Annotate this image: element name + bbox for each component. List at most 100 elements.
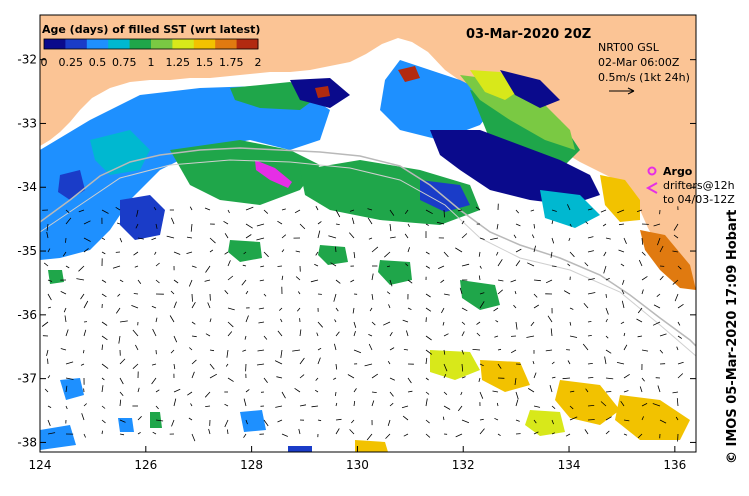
current-vector: [569, 321, 572, 326]
current-vector: [515, 391, 519, 400]
colorbar-swatch: [44, 39, 66, 49]
current-vector: [497, 279, 504, 282]
current-vector: [62, 251, 67, 257]
current-vector: [551, 361, 555, 365]
current-vector: [245, 206, 254, 211]
colorbar-swatch: [65, 39, 88, 49]
current-vector: [461, 233, 468, 239]
current-vector: [659, 275, 664, 281]
current-vector: [496, 223, 499, 230]
current-vector: [41, 321, 49, 327]
current-vector: [205, 333, 211, 337]
current-vector: [641, 289, 644, 295]
current-vector: [636, 318, 643, 323]
current-vector: [425, 223, 429, 226]
current-vector: [131, 305, 139, 309]
current-vector: [673, 234, 679, 239]
current-vector: [547, 315, 553, 323]
current-vector: [515, 223, 521, 227]
current-vector: [209, 363, 215, 370]
current-vector: [402, 319, 409, 323]
current-vector: [47, 419, 51, 426]
current-vector: [281, 433, 288, 437]
current-vector: [191, 433, 196, 442]
current-vector: [514, 290, 517, 295]
current-vector: [101, 430, 103, 435]
current-vector: [47, 405, 52, 408]
current-vector: [605, 391, 612, 393]
current-vector: [101, 335, 108, 341]
current-vector: [602, 223, 607, 227]
current-vector: [605, 318, 608, 323]
current-vector: [277, 330, 283, 337]
current-vector: [64, 315, 67, 323]
current-vector: [173, 398, 177, 407]
current-vector: [60, 291, 67, 295]
current-vector: [587, 377, 594, 379]
current-vector: [404, 233, 409, 239]
current-vector: [673, 223, 679, 231]
current-vector: [191, 321, 196, 325]
current-vector: [47, 293, 52, 301]
current-vector: [461, 349, 464, 355]
current-vector: [317, 419, 322, 422]
current-vector: [641, 251, 646, 256]
x-tick-label: 124: [29, 458, 52, 472]
current-vector: [497, 259, 503, 267]
current-vector: [295, 250, 301, 253]
current-vector: [245, 389, 250, 393]
current-vector: [135, 344, 139, 351]
current-vector: [562, 377, 571, 380]
current-vector: [637, 433, 643, 439]
current-vector: [46, 231, 49, 239]
x-axis: 124 126 128 130 132 134 136: [29, 446, 686, 472]
current-vector: [353, 400, 356, 407]
current-vector: [132, 363, 139, 369]
current-vector: [551, 265, 557, 267]
current-vector: [368, 237, 373, 240]
current-vector: [101, 237, 106, 241]
current-vector: [83, 220, 91, 225]
current-vector: [263, 335, 268, 340]
current-vector: [677, 361, 684, 365]
current-vector: [65, 329, 69, 337]
current-vector: [65, 217, 72, 225]
current-vector: [243, 251, 247, 255]
current-vector: [347, 374, 355, 379]
current-vector: [151, 237, 157, 241]
current-vector: [335, 428, 340, 435]
current-vector: [101, 377, 105, 381]
current-vector: [65, 361, 74, 365]
current-vector: [526, 335, 535, 338]
current-vector: [209, 373, 217, 379]
current-vector: [585, 388, 589, 393]
current-vector: [116, 222, 121, 225]
current-vector: [623, 419, 630, 422]
argo-marker-icon: [647, 166, 657, 176]
current-vector: [545, 279, 553, 284]
current-vector: [155, 317, 158, 323]
current-vector: [388, 304, 391, 309]
current-vector: [153, 206, 157, 211]
current-vector: [461, 331, 465, 337]
current-vector: [65, 405, 68, 410]
current-vector: [479, 265, 482, 269]
current-vector: [297, 291, 301, 295]
drifter-marker-icon: [645, 182, 658, 194]
current-vector: [404, 209, 409, 215]
current-vector: [263, 251, 269, 258]
current-vector: [151, 305, 157, 309]
current-vector: [403, 433, 409, 437]
current-vector: [605, 430, 610, 435]
current-vector: [60, 348, 67, 351]
current-vector: [245, 315, 249, 323]
current-vector: [443, 391, 448, 395]
current-vector: [371, 373, 379, 379]
current-vector: [587, 405, 595, 407]
current-vector: [311, 405, 319, 408]
current-vector: [155, 389, 160, 393]
current-vector: [569, 405, 574, 410]
current-vector: [43, 262, 49, 267]
current-vector: [657, 237, 661, 246]
current-vector: [279, 307, 283, 311]
